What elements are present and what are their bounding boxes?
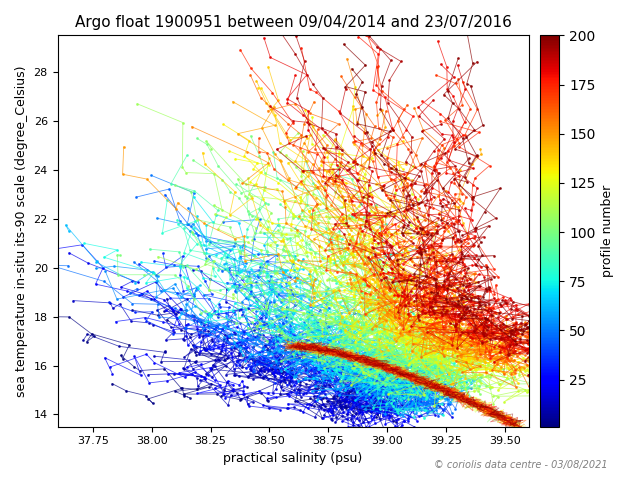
- Text: © coriolis data centre - 03/08/2021: © coriolis data centre - 03/08/2021: [435, 460, 608, 470]
- Title: Argo float 1900951 between 09/04/2014 and 23/07/2016: Argo float 1900951 between 09/04/2014 an…: [75, 15, 511, 30]
- X-axis label: practical salinity (psu): practical salinity (psu): [223, 452, 363, 465]
- Y-axis label: profile number: profile number: [601, 185, 614, 277]
- Y-axis label: sea temperature in-situ its-90 scale (degree_Celsius): sea temperature in-situ its-90 scale (de…: [15, 65, 28, 397]
